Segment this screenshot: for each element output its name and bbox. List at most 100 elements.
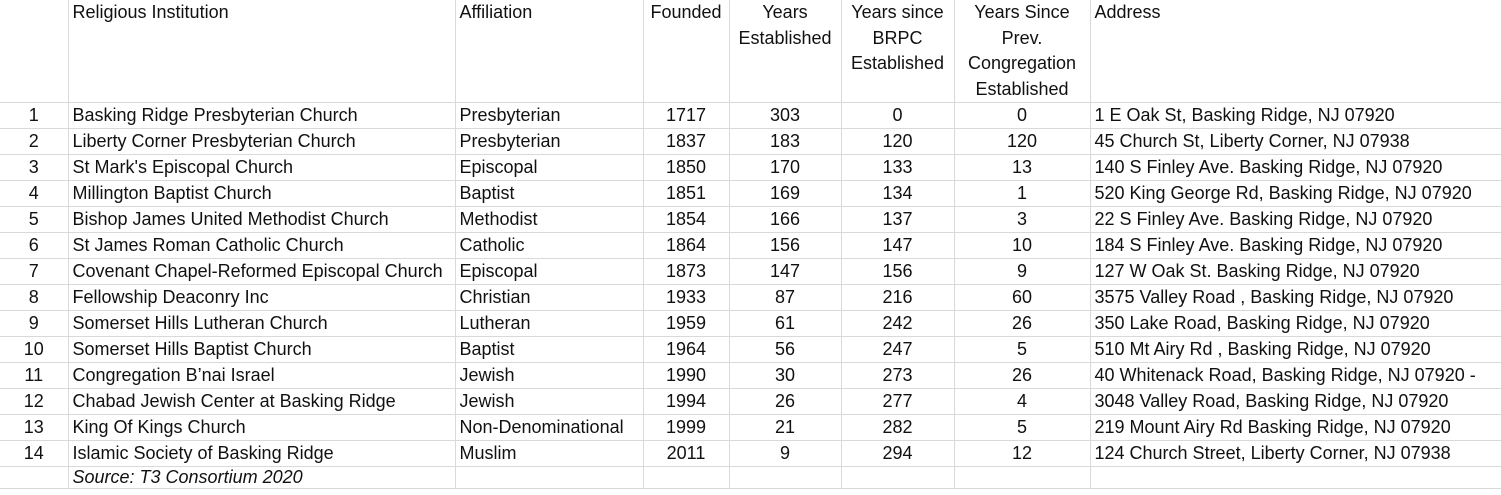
address-cell[interactable]: 140 S Finley Ave. Basking Ridge, NJ 0792…: [1090, 154, 1501, 181]
institution-cell[interactable]: Liberty Corner Presbyterian Church: [68, 128, 456, 155]
institution-cell[interactable]: Fellowship Deaconry Inc: [68, 284, 456, 311]
years-established-cell[interactable]: 166: [729, 206, 842, 233]
years-established-cell[interactable]: 169: [729, 180, 842, 207]
affiliation-cell[interactable]: Muslim: [455, 440, 644, 467]
address-cell[interactable]: 510 Mt Airy Rd , Basking Ridge, NJ 07920: [1090, 336, 1501, 363]
affiliation-cell[interactable]: Lutheran: [455, 310, 644, 337]
institution-cell[interactable]: Islamic Society of Basking Ridge: [68, 440, 456, 467]
address-cell[interactable]: 184 S Finley Ave. Basking Ridge, NJ 0792…: [1090, 232, 1501, 259]
years-established-cell[interactable]: 147: [729, 258, 842, 285]
row-number-cell[interactable]: 3: [0, 154, 69, 181]
institution-cell[interactable]: Somerset Hills Baptist Church: [68, 336, 456, 363]
address-cell[interactable]: 127 W Oak St. Basking Ridge, NJ 07920: [1090, 258, 1501, 285]
affiliation-cell[interactable]: Non-Denominational: [455, 414, 644, 441]
address-cell[interactable]: 3575 Valley Road , Basking Ridge, NJ 079…: [1090, 284, 1501, 311]
header-years-established[interactable]: Years Established: [729, 0, 842, 103]
address-cell[interactable]: 40 Whitenack Road, Basking Ridge, NJ 079…: [1090, 362, 1501, 389]
empty-cell[interactable]: [643, 466, 730, 489]
header-founded[interactable]: Founded: [643, 0, 730, 103]
header-years-since-prev[interactable]: Years Since Prev. Congregation Establish…: [954, 0, 1091, 103]
empty-cell[interactable]: [729, 466, 842, 489]
empty-cell[interactable]: [455, 466, 644, 489]
row-number-cell[interactable]: 13: [0, 414, 69, 441]
affiliation-cell[interactable]: Christian: [455, 284, 644, 311]
header-affiliation[interactable]: Affiliation: [455, 0, 644, 103]
years-established-cell[interactable]: 21: [729, 414, 842, 441]
founded-cell[interactable]: 1854: [643, 206, 730, 233]
row-number-header[interactable]: [0, 0, 69, 103]
years-since-prev-cell[interactable]: 26: [954, 362, 1091, 389]
institution-cell[interactable]: St Mark's Episcopal Church: [68, 154, 456, 181]
years-established-cell[interactable]: 183: [729, 128, 842, 155]
years-established-cell[interactable]: 170: [729, 154, 842, 181]
institution-cell[interactable]: King Of Kings Church: [68, 414, 456, 441]
founded-cell[interactable]: 1873: [643, 258, 730, 285]
founded-cell[interactable]: 1933: [643, 284, 730, 311]
address-cell[interactable]: 350 Lake Road, Basking Ridge, NJ 07920: [1090, 310, 1501, 337]
row-number-cell[interactable]: 10: [0, 336, 69, 363]
years-established-cell[interactable]: 56: [729, 336, 842, 363]
years-established-cell[interactable]: 30: [729, 362, 842, 389]
affiliation-cell[interactable]: Episcopal: [455, 154, 644, 181]
institution-cell[interactable]: Bishop James United Methodist Church: [68, 206, 456, 233]
affiliation-cell[interactable]: Baptist: [455, 180, 644, 207]
address-cell[interactable]: 3048 Valley Road, Basking Ridge, NJ 0792…: [1090, 388, 1501, 415]
years-since-brpc-cell[interactable]: 147: [841, 232, 955, 259]
years-established-cell[interactable]: 156: [729, 232, 842, 259]
source-note[interactable]: Source: T3 Consortium 2020: [68, 466, 456, 489]
founded-cell[interactable]: 1851: [643, 180, 730, 207]
years-established-cell[interactable]: 9: [729, 440, 842, 467]
years-since-prev-cell[interactable]: 9: [954, 258, 1091, 285]
founded-cell[interactable]: 1864: [643, 232, 730, 259]
row-number-cell[interactable]: 8: [0, 284, 69, 311]
empty-cell[interactable]: [1090, 466, 1501, 489]
header-years-since-brpc[interactable]: Years since BRPC Established: [841, 0, 955, 103]
years-since-prev-cell[interactable]: 5: [954, 414, 1091, 441]
row-number-cell[interactable]: 9: [0, 310, 69, 337]
years-established-cell[interactable]: 87: [729, 284, 842, 311]
founded-cell[interactable]: 1994: [643, 388, 730, 415]
founded-cell[interactable]: 1837: [643, 128, 730, 155]
years-since-brpc-cell[interactable]: 133: [841, 154, 955, 181]
institution-cell[interactable]: St James Roman Catholic Church: [68, 232, 456, 259]
founded-cell[interactable]: 1850: [643, 154, 730, 181]
address-cell[interactable]: 1 E Oak St, Basking Ridge, NJ 07920: [1090, 102, 1501, 129]
row-number-cell[interactable]: 11: [0, 362, 69, 389]
years-since-brpc-cell[interactable]: 134: [841, 180, 955, 207]
affiliation-cell[interactable]: Presbyterian: [455, 102, 644, 129]
institution-cell[interactable]: Millington Baptist Church: [68, 180, 456, 207]
row-number-cell[interactable]: 1: [0, 102, 69, 129]
years-since-prev-cell[interactable]: 13: [954, 154, 1091, 181]
institution-cell[interactable]: Covenant Chapel-Reformed Episcopal Churc…: [68, 258, 456, 285]
row-number-cell[interactable]: 14: [0, 440, 69, 467]
institution-cell[interactable]: Basking Ridge Presbyterian Church: [68, 102, 456, 129]
affiliation-cell[interactable]: Jewish: [455, 362, 644, 389]
years-since-brpc-cell[interactable]: 0: [841, 102, 955, 129]
address-cell[interactable]: 520 King George Rd, Basking Ridge, NJ 07…: [1090, 180, 1501, 207]
years-since-brpc-cell[interactable]: 277: [841, 388, 955, 415]
row-number-cell[interactable]: 12: [0, 388, 69, 415]
address-cell[interactable]: 22 S Finley Ave. Basking Ridge, NJ 07920: [1090, 206, 1501, 233]
years-established-cell[interactable]: 61: [729, 310, 842, 337]
empty-cell[interactable]: [954, 466, 1091, 489]
years-since-prev-cell[interactable]: 12: [954, 440, 1091, 467]
row-number-cell[interactable]: 6: [0, 232, 69, 259]
affiliation-cell[interactable]: Jewish: [455, 388, 644, 415]
affiliation-cell[interactable]: Catholic: [455, 232, 644, 259]
founded-cell[interactable]: 2011: [643, 440, 730, 467]
years-since-brpc-cell[interactable]: 273: [841, 362, 955, 389]
affiliation-cell[interactable]: Baptist: [455, 336, 644, 363]
years-established-cell[interactable]: 303: [729, 102, 842, 129]
founded-cell[interactable]: 1990: [643, 362, 730, 389]
address-cell[interactable]: 219 Mount Airy Rd Basking Ridge, NJ 0792…: [1090, 414, 1501, 441]
row-number-cell[interactable]: 5: [0, 206, 69, 233]
institution-cell[interactable]: Chabad Jewish Center at Basking Ridge: [68, 388, 456, 415]
years-established-cell[interactable]: 26: [729, 388, 842, 415]
years-since-prev-cell[interactable]: 10: [954, 232, 1091, 259]
founded-cell[interactable]: 1964: [643, 336, 730, 363]
address-cell[interactable]: 45 Church St, Liberty Corner, NJ 07938: [1090, 128, 1501, 155]
years-since-prev-cell[interactable]: 4: [954, 388, 1091, 415]
row-number-cell[interactable]: 7: [0, 258, 69, 285]
years-since-prev-cell[interactable]: 5: [954, 336, 1091, 363]
institution-cell[interactable]: Somerset Hills Lutheran Church: [68, 310, 456, 337]
